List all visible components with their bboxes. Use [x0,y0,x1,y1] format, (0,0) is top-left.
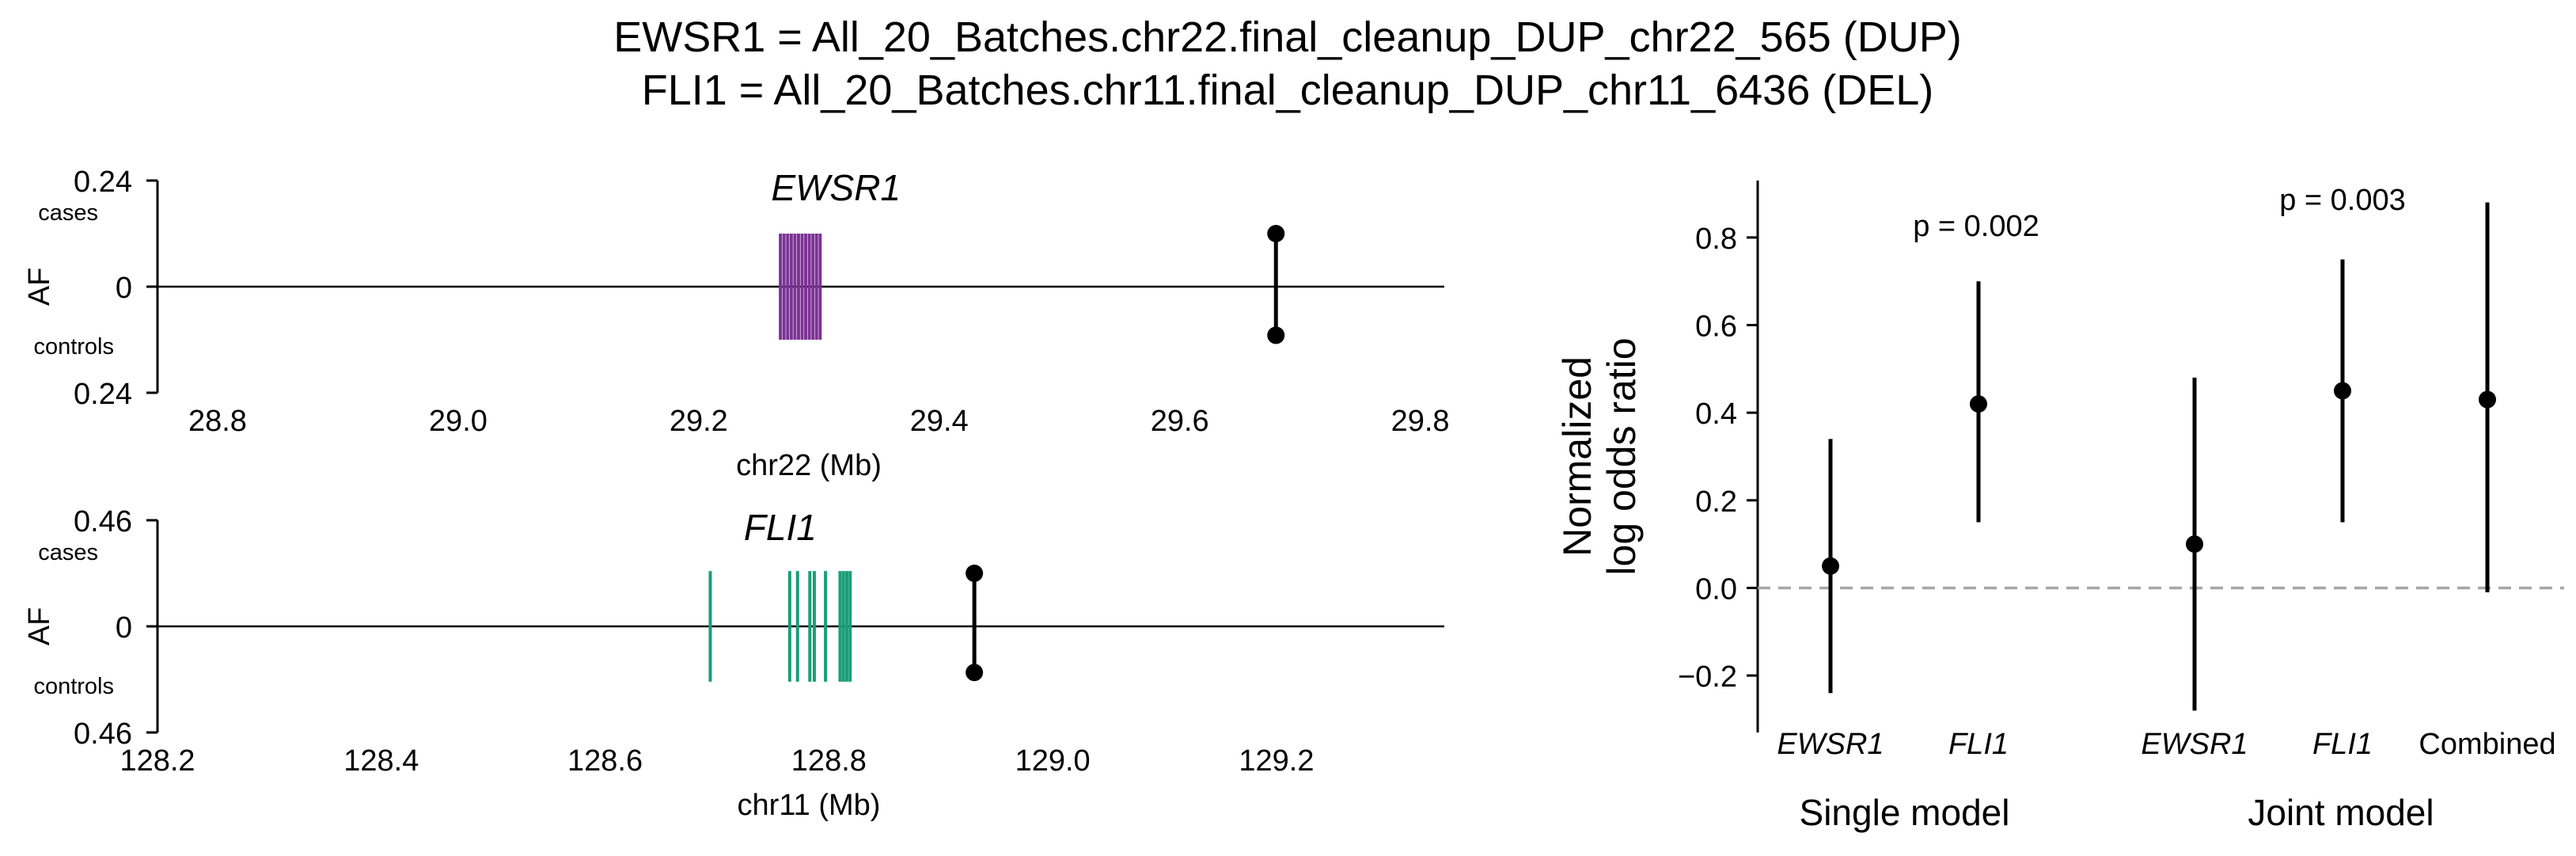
or-y-axis-label-line-1: Normalized [1555,356,1599,557]
fli1-x-tick-label: 128.2 [120,744,195,778]
or-point [1822,557,1839,575]
fli1-controls-label: controls [33,674,114,699]
fli1-y-tick-label-bottom: 0.46 [74,717,132,751]
fli1-x-tick-label: 128.8 [791,744,867,778]
figure-title-line-1: EWSR1 = All_20_Batches.chr22.final_clean… [613,13,1961,61]
single-model-pvalue: p = 0.002 [1913,210,2039,243]
or-x-tick-label: FLI1 [2312,728,2373,761]
or-point [1970,395,1987,413]
or-x-tick-label: EWSR1 [1777,728,1884,761]
ewsr1-x-axis-label: chr22 (Mb) [736,449,882,482]
fli1-cases-label: cases [38,540,98,565]
joint-model-pvalue: p = 0.003 [2279,184,2406,217]
fli1-x-tick-label: 128.4 [343,744,419,778]
or-x-tick-label: EWSR1 [2141,728,2248,761]
fli1-x-axis-label: chr11 (Mb) [738,789,881,822]
figure-title-line-2: FLI1 = All_20_Batches.chr11.final_cleanu… [642,67,1934,114]
ewsr1-x-tick-label: 29.0 [429,405,488,438]
or-y-axis-label: Normalized log odds ratio [1555,337,1644,575]
ewsr1-controls-label: controls [33,334,114,360]
or-y-tick-label: 0.8 [1695,223,1737,256]
fli1-y-axis-label: AF [23,607,56,646]
or-point [2479,390,2496,409]
fli1-x-tick-label: 128.6 [567,744,643,778]
ewsr1-y-tick-label-top: 0.24 [74,165,132,199]
ewsr1-y-axis-label: AF [23,268,56,306]
ewsr1-cases-af-point [1267,225,1285,242]
ewsr1-x-tick-label: 29.8 [1391,405,1450,438]
fli1-gene-title: FLI1 [744,507,817,548]
fli1-x-tick-label: 129.0 [1015,744,1091,778]
ewsr1-gene-title: EWSR1 [771,167,901,208]
or-x-tick-label: FLI1 [1948,728,2009,761]
ewsr1-x-tick-label: 29.4 [910,405,969,438]
or-y-tick-label: 0.4 [1695,398,1737,431]
ewsr1-x-tick-label: 28.8 [188,405,247,438]
fli1-cases-af-point [966,565,984,582]
ewsr1-y-tick-label-bottom: 0.24 [74,378,132,411]
odds-ratio-panel: −0.2 0.0 0.2 0.4 0.6 0.8 Normalized log odds ra… [1555,181,2564,833]
or-y-tick-label: −0.2 [1678,660,1737,694]
fli1-x-tick-label: 129.2 [1239,744,1314,778]
or-y-tick-label: 0.2 [1695,485,1737,519]
single-model-label: Single model [1800,792,2010,833]
ewsr1-cases-label: cases [38,200,98,226]
or-point [2334,382,2351,400]
ewsr1-x-tick-label: 29.6 [1151,405,1209,438]
or-y-tick-label: 0.0 [1695,573,1737,606]
or-y-tick-label: 0.6 [1695,310,1737,344]
or-point [2186,535,2203,554]
fli1-y-tick-label-top: 0.46 [74,505,132,538]
ewsr1-y-tick-label-zero: 0 [116,272,132,305]
or-y-axis-label-line-2: log odds ratio [1599,337,1644,575]
joint-model-label: Joint model [2248,792,2434,833]
or-x-tick-label: Combined [2419,728,2555,761]
fli1-controls-af-point [966,664,984,682]
ewsr1-x-tick-label: 29.2 [670,405,728,438]
ewsr1-controls-af-point [1267,326,1285,344]
fli1-y-tick-label-zero: 0 [116,611,132,645]
